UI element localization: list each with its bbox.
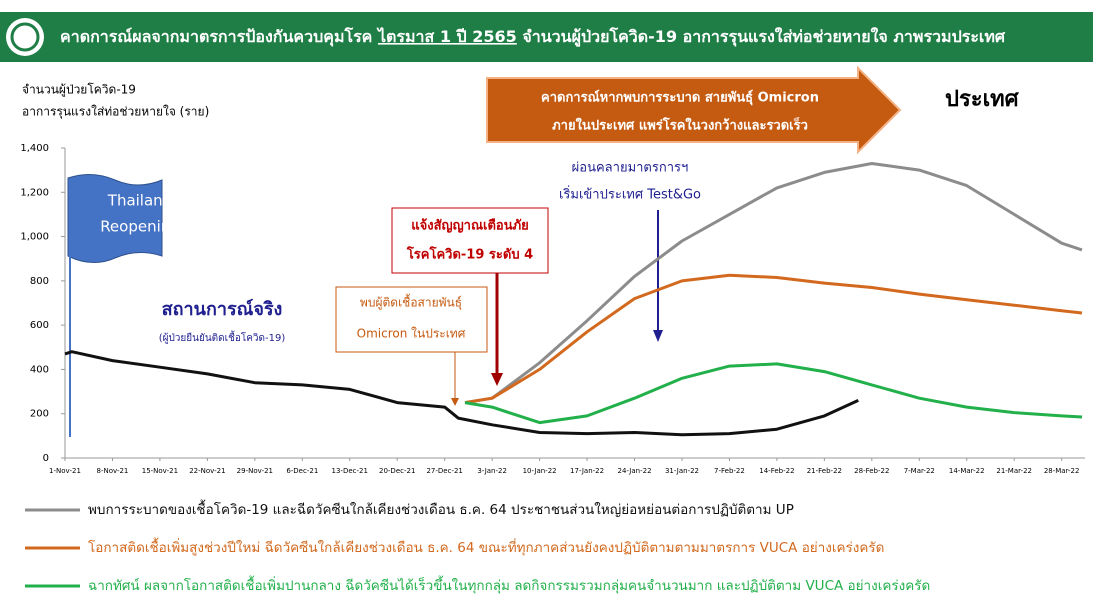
x-tick-label: 1-Nov-21 [49, 467, 81, 475]
x-tick-label: 15-Nov-21 [142, 467, 178, 475]
legend-label: พบการระบาดของเชื้อโควิด-19 และฉีดวัคซีนใ… [88, 499, 794, 518]
y-tick-label: 1,200 [20, 187, 49, 198]
omicron-box [335, 286, 488, 353]
x-tick-label: 21-Feb-22 [807, 467, 842, 475]
forecast-text: ภายในประเทศ แพร่โรคในวงกว้างและรวดเร็ว [552, 116, 808, 134]
alert-text: แจ้งสัญญาณเตือนภัย [411, 218, 529, 234]
header-bar [0, 12, 1093, 62]
actual-note: (ผู้ป่วยยืนยันติดเชื้อโควิด-19) [159, 330, 286, 344]
omicron-arrowhead [451, 398, 459, 406]
forecast-arrow [486, 65, 902, 155]
relax-text: ผ่อนคลายมาตรการฯ [572, 161, 689, 176]
x-tick-label: 3-Jan-22 [477, 467, 507, 475]
y-axis-label: อาการรุนแรงใส่ท่อช่วยหายใจ (ราย) [22, 105, 209, 120]
x-tick-label: 21-Mar-22 [996, 467, 1032, 475]
legend-label: ฉากทัศน์ ผลจากโอกาสติดเชื้อเพิ่มปานกลาง … [88, 575, 930, 594]
logo-ring [10, 22, 40, 52]
y-tick-label: 400 [30, 364, 49, 375]
omicron-text: Omicron ในประเทศ [357, 327, 466, 341]
x-tick-label: 7-Mar-22 [904, 467, 935, 475]
title-part: จำนวนผู้ป่วยโควิด-19 อาการรุนแรงใส่ท่อช่… [517, 26, 1006, 48]
alert-arrowhead [491, 373, 503, 386]
x-tick-label: 14-Mar-22 [949, 467, 985, 475]
alert-box [391, 207, 549, 274]
series-line [64, 350, 859, 437]
forecast-text: คาดการณ์หากพบการระบาด สายพันธุ์ Omicron [541, 90, 819, 106]
y-tick-label: 600 [30, 320, 49, 331]
reopening-text: Reopening [100, 218, 180, 236]
x-tick-label: 31-Jan-22 [665, 467, 699, 475]
series-line [464, 162, 1083, 405]
y-tick-label: 0 [43, 453, 49, 464]
x-tick-label: 8-Nov-21 [97, 467, 129, 475]
x-tick-label: 10-Jan-22 [523, 467, 557, 475]
x-tick-label: 17-Jan-22 [570, 467, 604, 475]
alert-text: โรคโควิด-19 ระดับ 4 [406, 246, 533, 263]
x-tick-label: 24-Jan-22 [617, 467, 651, 475]
x-tick-label: 20-Dec-21 [379, 467, 415, 475]
x-tick-label: 22-Nov-21 [189, 467, 225, 475]
scope-label: ประเทศ [945, 87, 1020, 112]
y-axis-label: จำนวนผู้ป่วยโควิด-19 [22, 83, 136, 98]
x-tick-label: 6-Dec-21 [286, 467, 318, 475]
relax-text: เริ่มเข้าประเทศ Test&Go [559, 186, 701, 203]
x-tick-label: 7-Feb-22 [714, 467, 745, 475]
y-tick-label: 1,400 [20, 143, 49, 154]
series-line [464, 273, 1083, 405]
omicron-text: พบผู้ติดเชื้อสายพันธุ์ [360, 294, 462, 311]
x-tick-label: 28-Feb-22 [854, 467, 889, 475]
x-tick-label: 28-Mar-22 [1044, 467, 1080, 475]
actual-label: สถานการณ์จริง [162, 298, 283, 320]
reopening-flag [67, 174, 163, 263]
relax-arrowhead [653, 330, 663, 342]
legend-label: โอกาสติดเชื้อเพิ่มสูงช่วงปีใหม่ ฉีดวัคซี… [88, 537, 884, 556]
x-tick-label: 29-Nov-21 [237, 467, 273, 475]
title-part: คาดการณ์ผลจากมาตรการป้องกันควบคุมโรค [60, 26, 378, 47]
header-title: คาดการณ์ผลจากมาตรการป้องกันควบคุมโรค ไตร… [60, 26, 1006, 48]
series-line [464, 362, 1083, 425]
y-tick-label: 200 [30, 409, 49, 420]
y-tick-label: 800 [30, 276, 49, 287]
reopening-text: Thailand [107, 192, 172, 210]
x-tick-label: 27-Dec-21 [426, 467, 462, 475]
title-part: ไตรมาส 1 ปี 2565 [376, 27, 517, 46]
x-tick-label: 13-Dec-21 [332, 467, 368, 475]
y-tick-label: 1,000 [20, 232, 49, 243]
x-tick-label: 14-Feb-22 [759, 467, 794, 475]
